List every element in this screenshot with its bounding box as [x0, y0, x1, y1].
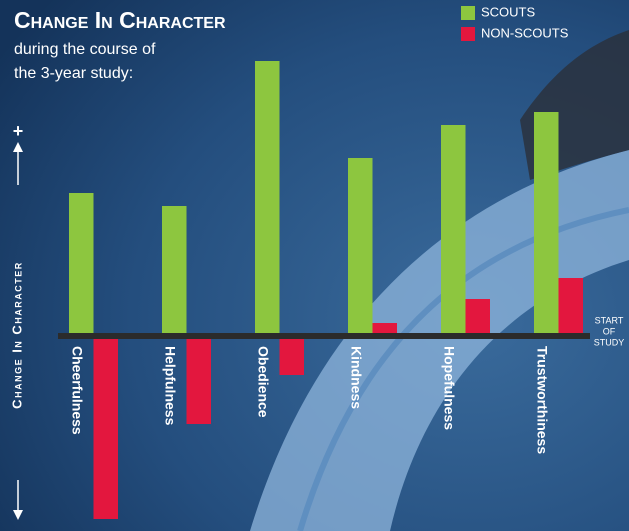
baseline-annotation: OF [603, 326, 616, 336]
chart-title: Change In Character [14, 7, 226, 33]
bar [187, 336, 212, 424]
bar [348, 158, 373, 336]
bar [441, 125, 466, 336]
x-tick-label: Obedience [255, 346, 271, 418]
subtitle: the 3-year study: [14, 65, 133, 82]
x-tick-label: Kindness [348, 346, 364, 409]
bar [534, 112, 559, 336]
legend-label: NON-SCOUTS [481, 25, 569, 40]
y-axis-label: Change In Character [9, 261, 24, 409]
bar [559, 278, 584, 336]
chart: Change In Character during the course of… [0, 0, 629, 531]
bar [94, 336, 119, 519]
x-tick-label: Cheerfulness [69, 346, 85, 435]
legend-label: SCOUTS [481, 4, 536, 19]
baseline [58, 333, 590, 339]
bar [280, 336, 305, 375]
baseline-annotation: START [595, 315, 624, 325]
x-tick-label: Trustworthiness [534, 346, 550, 454]
bar [255, 61, 280, 336]
bar [466, 299, 491, 336]
x-tick-label: Helpfulness [162, 346, 178, 426]
legend-swatch [461, 6, 475, 20]
bar [69, 193, 94, 336]
baseline-annotation: STUDY [594, 337, 625, 347]
subtitle: during the course of [14, 41, 156, 58]
bar [162, 206, 187, 336]
positive-marker: + [13, 121, 24, 141]
x-tick-label: Hopefulness [441, 346, 457, 430]
legend-swatch [461, 27, 475, 41]
